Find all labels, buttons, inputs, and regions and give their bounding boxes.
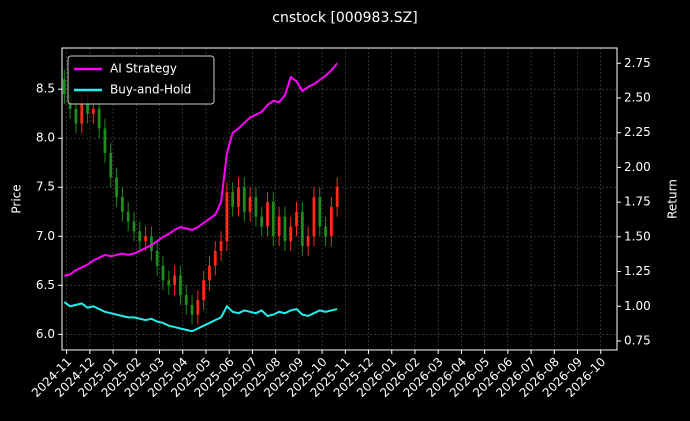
legend-box: [67, 55, 215, 105]
candle-body: [196, 299, 200, 315]
candle-body: [213, 250, 217, 266]
y2-axis-label: Return: [666, 179, 680, 219]
line-series: [64, 62, 338, 277]
candle-body: [202, 280, 206, 300]
y2-tick-label: 1.25: [624, 264, 651, 278]
candle-body: [300, 211, 304, 247]
candle-body: [231, 192, 235, 207]
y2-tick-label: 1.75: [624, 195, 651, 209]
candle-body: [254, 197, 258, 217]
line-series: [63, 301, 338, 333]
y-tick-label: 6.5: [36, 278, 55, 292]
candle-body: [91, 108, 95, 114]
y-tick-label: 7.0: [36, 229, 55, 243]
y-tick-label: 8.5: [36, 82, 55, 96]
candle-body: [138, 231, 142, 242]
y2-tick-label: 2.50: [624, 90, 651, 104]
y2-tick-label: 1.50: [624, 229, 651, 243]
candle-body: [109, 152, 113, 178]
candle-body: [126, 211, 130, 222]
y-axis-label: Price: [10, 184, 24, 213]
y2-tick-label: 2.00: [624, 160, 651, 174]
candle-body: [120, 197, 124, 212]
candle-body: [277, 216, 281, 237]
candle-body: [86, 103, 89, 114]
candle-body: [62, 79, 66, 95]
y2-tick-label: 2.75: [624, 56, 651, 70]
candle-body: [97, 108, 101, 129]
candle-body: [208, 265, 211, 281]
legend-label: Buy-and-Hold: [110, 83, 191, 97]
candle-body: [173, 275, 177, 286]
candle-body: [74, 108, 78, 124]
candle-body: [260, 216, 264, 227]
candle-body: [283, 216, 287, 242]
candle-body: [312, 197, 316, 237]
candle-body: [80, 103, 84, 124]
candle-body: [115, 177, 118, 198]
candle-body: [161, 265, 165, 281]
candle-body: [190, 304, 194, 315]
candle-body: [132, 221, 136, 232]
candle-body: [266, 201, 269, 227]
candle-body: [184, 295, 188, 305]
y-tick-label: 6.0: [36, 327, 55, 341]
y2-tick-label: 0.75: [624, 333, 651, 347]
candle-body: [271, 201, 275, 237]
candle-body: [219, 241, 223, 251]
y2-tick-label: 2.25: [624, 125, 651, 139]
candle-body: [225, 192, 229, 242]
candle-body: [103, 128, 107, 153]
y-tick-label: 7.5: [36, 180, 55, 194]
candle-body: [242, 187, 246, 212]
candle-body: [295, 211, 298, 227]
chart-title: cnstock [000983.SZ]: [272, 10, 417, 26]
candle-body: [248, 197, 252, 212]
candle-body: [237, 187, 240, 207]
y2-tick-label: 1.00: [624, 299, 651, 313]
candle-body: [318, 197, 322, 227]
candle-body: [324, 226, 327, 237]
candle-body: [150, 236, 153, 251]
y-tick-label: 8.0: [36, 131, 55, 145]
candle-body: [306, 236, 310, 247]
candle-body: [167, 280, 171, 286]
plot-frame: [61, 47, 618, 351]
candle-body: [179, 275, 182, 296]
legend-label: AI Strategy: [110, 62, 177, 76]
candle-body: [144, 236, 147, 242]
candle-body: [335, 187, 339, 207]
candle-body: [155, 250, 159, 266]
candle-body: [329, 206, 333, 237]
candle-body: [289, 226, 293, 242]
